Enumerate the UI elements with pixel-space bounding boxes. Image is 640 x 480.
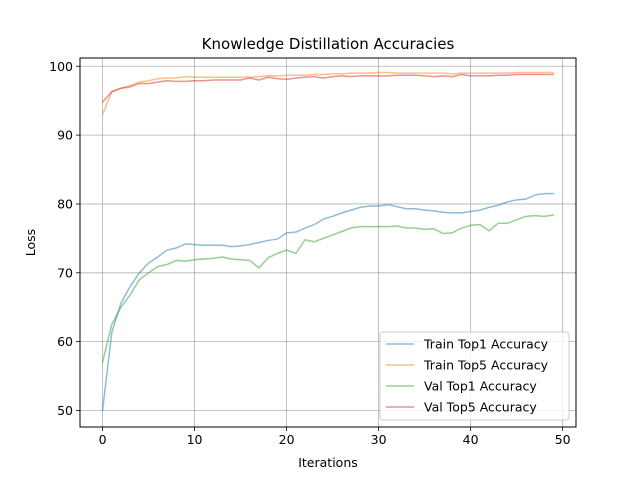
series-line-val-top1-accuracy: [101, 214, 555, 364]
y-tick-label: 90: [57, 128, 73, 143]
axis-ticks: 0 10 20 30 40 50 50 60 70 80 90 100: [49, 59, 571, 447]
y-tick-label: 60: [57, 334, 73, 349]
x-tick-label: 50: [555, 432, 571, 447]
y-tick-label: 70: [57, 265, 73, 280]
plot-frame: [79, 57, 577, 428]
legend: Train Top1 Accuracy Train Top5 Accuracy Va…: [379, 331, 570, 421]
legend-label: Train Top5 Accuracy: [423, 358, 549, 373]
legend-label: Val Top5 Accuracy: [424, 400, 537, 415]
y-tick-label: 80: [57, 196, 73, 211]
x-axis-label: Iterations: [298, 455, 358, 470]
legend-box: [379, 331, 570, 421]
grid-lines: [80, 58, 576, 427]
x-tick-label: 30: [371, 432, 387, 447]
series-lines: [101, 71, 555, 412]
x-tick-label: 20: [279, 432, 295, 447]
series-line-val-top5-accuracy: [101, 73, 555, 103]
series-line-train-top5-accuracy: [101, 71, 555, 116]
y-tick-label: 50: [57, 403, 73, 418]
series-line-train-top1-accuracy: [101, 192, 555, 412]
x-tick-label: 40: [463, 432, 479, 447]
x-tick-label: 0: [99, 432, 107, 447]
legend-label: Train Top1 Accuracy: [423, 337, 549, 352]
y-axis-label: Loss: [23, 229, 38, 256]
y-tick-label: 100: [49, 59, 73, 74]
legend-label: Val Top1 Accuracy: [424, 379, 537, 394]
chart-title: Knowledge Distillation Accuracies: [202, 35, 455, 53]
x-tick-label: 10: [187, 432, 203, 447]
